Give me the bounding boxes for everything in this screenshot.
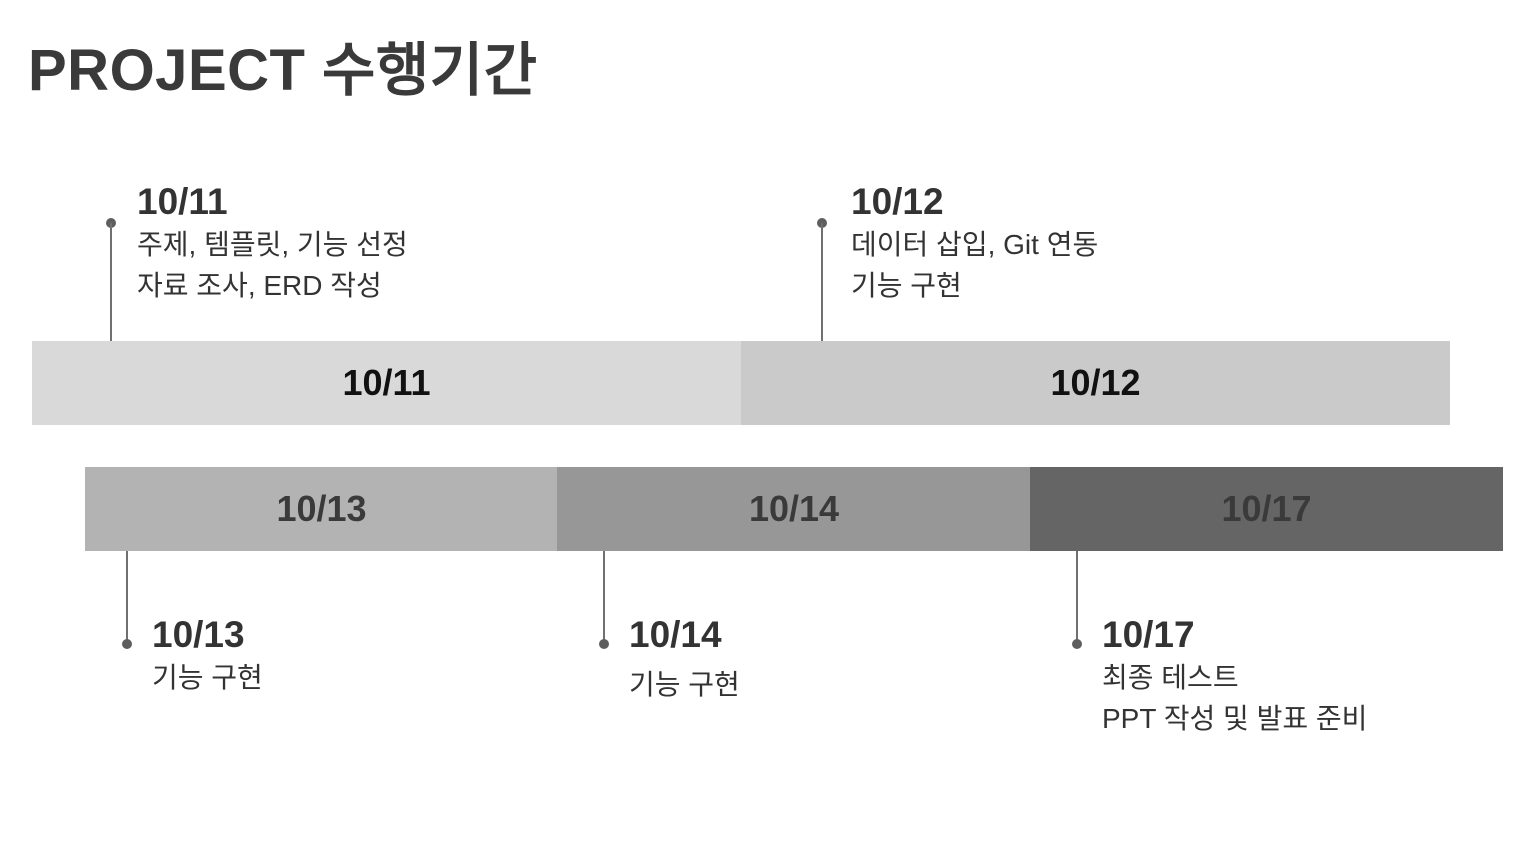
callout-line: 기능 구현 xyxy=(629,669,740,700)
timeline-bar-1012: 10/12 xyxy=(741,341,1450,425)
timeline-bar-1017: 10/17 xyxy=(1030,467,1503,551)
connector-line xyxy=(1076,551,1078,643)
timeline-bar-1014: 10/14 xyxy=(557,467,1031,551)
callout-line: PPT 작성 및 발표 준비 xyxy=(1102,703,1368,734)
callout-date: 10/14 xyxy=(629,614,722,655)
timeline-bar-1013: 10/13 xyxy=(85,467,558,551)
callout-line: 데이터 삽입, Git 연동 xyxy=(851,229,1099,260)
callout-line: 최종 테스트 xyxy=(1102,662,1239,693)
page-title: PROJECT 수행기간 xyxy=(28,38,538,103)
callout-line: 기능 구현 xyxy=(152,662,263,693)
timeline-bar-label: 10/12 xyxy=(1050,362,1141,403)
connector-dot xyxy=(1072,639,1082,649)
callout-line: 주제, 템플릿, 기능 선정 xyxy=(137,229,408,260)
connector-line xyxy=(126,551,128,643)
connector-dot xyxy=(122,639,132,649)
callout-line: 자료 조사, ERD 작성 xyxy=(137,270,382,301)
callout-1011: 10/11 주제, 템플릿, 기능 선정 자료 조사, ERD 작성 xyxy=(137,180,408,306)
timeline-bar-label: 10/13 xyxy=(276,488,367,529)
callout-1012: 10/12 데이터 삽입, Git 연동 기능 구현 xyxy=(851,180,1098,306)
timeline-bar-1011: 10/11 xyxy=(32,341,741,425)
callout-1017: 10/17 최종 테스트 PPT 작성 및 발표 준비 xyxy=(1102,613,1367,739)
callout-date: 10/13 xyxy=(152,614,245,655)
callout-1014: 10/14 기능 구현 xyxy=(629,613,740,705)
connector-dot xyxy=(599,639,609,649)
callout-date: 10/12 xyxy=(851,181,944,222)
callout-date: 10/11 xyxy=(137,181,228,222)
callout-1013: 10/13 기능 구현 xyxy=(152,613,263,698)
callout-line: 기능 구현 xyxy=(851,270,962,301)
timeline-bar-label: 10/17 xyxy=(1221,488,1312,529)
connector-line xyxy=(603,551,605,643)
timeline-bar-label: 10/11 xyxy=(342,362,431,403)
connector-line xyxy=(821,223,823,341)
callout-date: 10/17 xyxy=(1102,614,1195,655)
timeline-bar-label: 10/14 xyxy=(748,488,840,529)
connector-line xyxy=(110,223,112,341)
